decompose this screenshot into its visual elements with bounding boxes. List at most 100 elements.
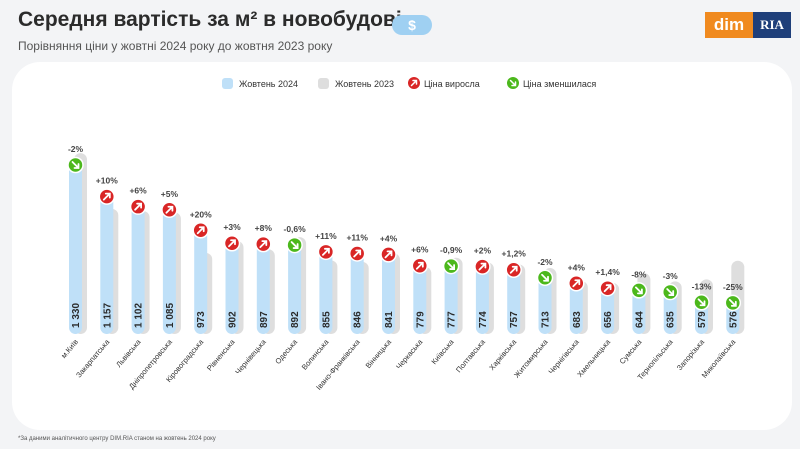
arrow-up-icon [255,235,272,253]
footnote: *За даними аналітичного центру DIM.RIA с… [18,436,216,442]
bar-current [162,202,176,334]
bar-value-label: 576 [728,311,739,328]
category-label: м.Київ [59,337,80,360]
arrow-up-icon [380,246,397,263]
legend-swatch-previous [318,78,329,89]
legend-swatch-current [222,78,233,89]
change-label: +3% [223,222,241,232]
change-label: -3% [663,271,679,281]
chart-subtitle: Порівняння ціни у жовтні 2024 року до жо… [18,39,333,53]
category-label: Рівненська [205,337,237,373]
bar-value-label: 973 [196,311,207,328]
change-label: +6% [411,245,429,255]
arrow-up-icon [505,261,522,278]
arrow-up-icon [129,198,147,215]
category-label: Волинська [300,337,331,372]
bar-current [288,238,302,334]
category-label: Запорізька [675,337,707,372]
bar-current [256,237,270,334]
category-label: Чернівецька [233,337,268,376]
legend-label-up: Ціна виросла [424,79,480,89]
bar-value-label: 892 [290,311,301,328]
arrow-up-icon [98,188,116,205]
legend-up-icon [408,77,420,89]
ria-logo: RIA [753,12,791,38]
change-label: +11% [346,232,368,242]
arrow-up-icon [568,275,585,292]
category-label: Хмельницька [575,337,612,379]
dim-logo: dim [705,12,753,38]
change-label: +5% [161,189,179,199]
change-label: -13% [692,281,712,291]
bar-value-label: 777 [447,311,458,328]
change-label: -2% [68,144,84,154]
bar-current [382,247,395,334]
bar-current [131,199,145,334]
bar-value-label: 713 [541,311,552,328]
legend: Жовтень 2024 Жовтень 2023 Ціна виросла Ц… [222,77,596,89]
bar-value-label: 774 [478,311,489,328]
arrow-up-icon [317,243,335,261]
bar-value-label: 855 [321,311,332,328]
bar-value-label: 1 085 [165,303,176,328]
bar-current [475,259,489,334]
arrow-up-icon [161,201,178,219]
change-label: -25% [723,282,743,292]
arrow-down-icon [693,294,710,311]
arrow-up-icon [411,257,429,274]
category-label: Чернігівська [546,337,581,376]
change-label: +1,4% [595,267,620,277]
change-label: +10% [96,176,118,186]
bar-current [413,258,427,334]
category-label: Київська [430,337,457,366]
change-label: -8% [631,269,647,279]
change-label: +20% [190,209,212,219]
arrow-down-icon [724,294,742,312]
bar-value-label: 1 330 [71,303,82,328]
bar-current [69,158,82,334]
bar-value-label: 757 [509,311,520,328]
change-label: +4% [568,262,586,272]
category-label: Одеська [273,337,299,366]
arrow-down-icon [67,156,84,174]
legend-label-current: Жовтень 2024 [239,79,298,89]
bar-value-label: 635 [666,311,677,328]
chart-title: Середня вартість за м² в новобудові [18,8,402,31]
arrow-down-icon [630,282,648,299]
bar-value-label: 841 [384,311,395,328]
bar-value-label: 1 102 [134,303,145,328]
category-label: Харківська [487,337,519,372]
arrow-down-icon [661,283,679,301]
change-label: -0,9% [440,245,463,255]
bar-value-label: 579 [697,311,708,328]
category-label: Львівська [114,337,143,369]
category-label: Сумська [618,337,644,366]
arrow-up-icon [192,222,209,239]
category-label: Вінницька [364,337,394,370]
bar-current [194,223,208,334]
bar-current [319,244,333,334]
bar-value-label: 779 [415,311,426,328]
arrow-up-icon [223,234,241,252]
legend-label-down: Ціна зменшилася [523,79,596,89]
legend-down-icon [507,77,519,89]
category-label: Черкаська [394,337,425,371]
dollar-badge: $ [392,15,432,35]
bar-value-label: 897 [259,311,270,328]
bar-value-label: 902 [228,311,239,328]
change-label: +6% [129,186,147,196]
change-label: -2% [537,257,553,267]
bar-current [100,189,114,334]
bar-current [350,246,364,334]
arrow-up-icon [348,245,366,262]
legend-label-previous: Жовтень 2023 [335,79,394,89]
category-label: Полтавська [454,337,487,374]
bar-current [538,270,552,334]
bar-value-label: 644 [634,311,645,328]
change-label: -0,6% [283,224,306,234]
bar-value-label: 656 [603,311,614,328]
bar-current [225,236,239,334]
bar-value-label: 683 [572,311,583,328]
